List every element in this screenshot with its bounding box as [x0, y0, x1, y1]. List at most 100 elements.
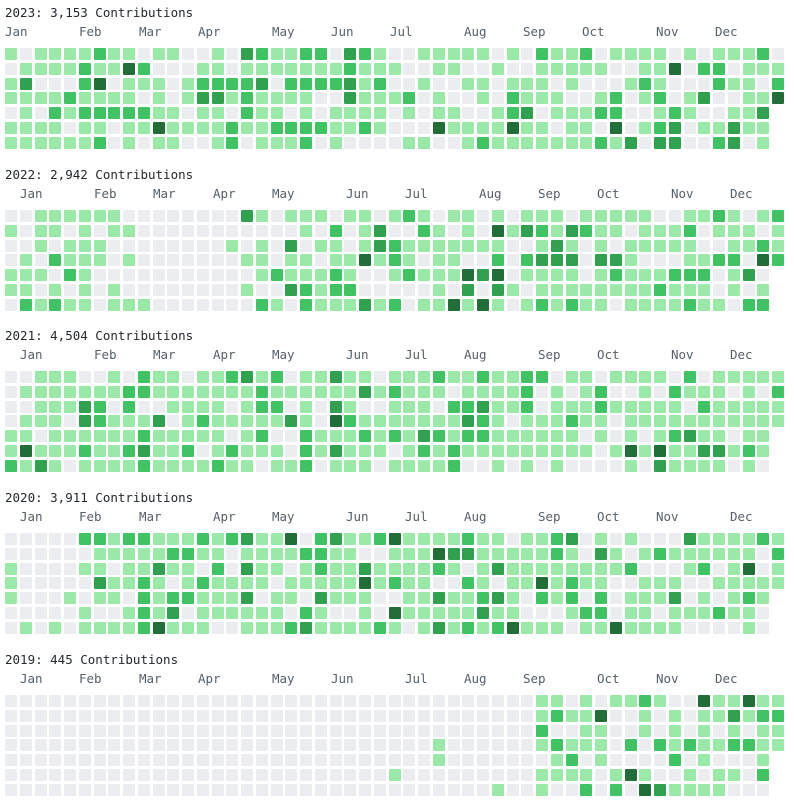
day-cell[interactable] [727, 92, 740, 105]
day-cell[interactable] [418, 562, 430, 575]
day-cell[interactable] [536, 415, 548, 428]
day-cell[interactable] [64, 385, 76, 398]
day-cell[interactable] [49, 754, 62, 766]
day-cell[interactable] [742, 695, 755, 707]
day-cell[interactable] [270, 709, 283, 722]
day-cell[interactable] [270, 385, 283, 398]
day-cell[interactable] [285, 254, 298, 267]
day-cell[interactable] [698, 547, 711, 560]
day-cell[interactable] [432, 621, 445, 634]
day-cell[interactable] [477, 224, 489, 237]
day-cell[interactable] [5, 621, 17, 634]
day-cell[interactable] [123, 533, 135, 545]
day-cell[interactable] [137, 577, 150, 590]
day-cell[interactable] [477, 400, 489, 413]
day-cell[interactable] [742, 444, 755, 457]
day-cell[interactable] [34, 269, 47, 281]
day-cell[interactable] [123, 385, 135, 398]
day-cell[interactable] [727, 621, 740, 634]
day-cell[interactable] [241, 371, 253, 383]
day-cell[interactable] [757, 459, 770, 472]
day-cell[interactable] [639, 224, 652, 237]
day-cell[interactable] [462, 298, 475, 311]
day-cell[interactable] [19, 783, 32, 796]
day-cell[interactable] [211, 430, 224, 442]
day-cell[interactable] [5, 269, 17, 281]
day-cell[interactable] [432, 371, 445, 383]
day-cell[interactable] [757, 754, 770, 766]
day-cell[interactable] [108, 385, 121, 398]
day-cell[interactable] [64, 62, 76, 75]
day-cell[interactable] [550, 768, 563, 781]
day-cell[interactable] [167, 371, 180, 383]
day-cell[interactable] [624, 533, 637, 545]
day-cell[interactable] [64, 739, 76, 752]
day-cell[interactable] [757, 254, 770, 267]
day-cell[interactable] [93, 283, 106, 296]
day-cell[interactable] [241, 48, 253, 60]
day-cell[interactable] [713, 592, 725, 604]
day-cell[interactable] [683, 783, 696, 796]
day-cell[interactable] [182, 606, 194, 619]
day-cell[interactable] [108, 77, 121, 90]
day-cell[interactable] [34, 210, 47, 222]
day-cell[interactable] [34, 415, 47, 428]
day-cell[interactable] [403, 768, 416, 781]
day-cell[interactable] [49, 533, 62, 545]
day-cell[interactable] [270, 400, 283, 413]
day-cell[interactable] [64, 415, 76, 428]
day-cell[interactable] [314, 739, 327, 752]
day-cell[interactable] [108, 121, 121, 134]
day-cell[interactable] [19, 107, 32, 119]
day-cell[interactable] [477, 415, 489, 428]
day-cell[interactable] [34, 606, 47, 619]
day-cell[interactable] [49, 77, 62, 90]
day-cell[interactable] [654, 459, 666, 472]
day-cell[interactable] [64, 695, 76, 707]
day-cell[interactable] [226, 562, 239, 575]
day-cell[interactable] [329, 739, 342, 752]
day-cell[interactable] [668, 592, 681, 604]
day-cell[interactable] [388, 92, 401, 105]
day-cell[interactable] [64, 724, 76, 737]
day-cell[interactable] [683, 430, 696, 442]
day-cell[interactable] [314, 121, 327, 134]
day-cell[interactable] [477, 298, 489, 311]
day-cell[interactable] [565, 400, 578, 413]
day-cell[interactable] [506, 695, 519, 707]
day-cell[interactable] [108, 739, 121, 752]
day-cell[interactable] [639, 768, 652, 781]
day-cell[interactable] [34, 768, 47, 781]
day-cell[interactable] [196, 606, 209, 619]
day-cell[interactable] [432, 783, 445, 796]
day-cell[interactable] [432, 459, 445, 472]
day-cell[interactable] [742, 224, 755, 237]
day-cell[interactable] [270, 210, 283, 222]
day-cell[interactable] [78, 606, 91, 619]
day-cell[interactable] [93, 62, 106, 75]
day-cell[interactable] [639, 739, 652, 752]
day-cell[interactable] [609, 298, 622, 311]
day-cell[interactable] [211, 283, 224, 296]
day-cell[interactable] [432, 385, 445, 398]
day-cell[interactable] [137, 62, 150, 75]
day-cell[interactable] [196, 283, 209, 296]
day-cell[interactable] [727, 283, 740, 296]
day-cell[interactable] [757, 107, 770, 119]
day-cell[interactable] [108, 283, 121, 296]
day-cell[interactable] [19, 400, 32, 413]
day-cell[interactable] [654, 562, 666, 575]
day-cell[interactable] [5, 459, 17, 472]
day-cell[interactable] [241, 298, 253, 311]
day-cell[interactable] [683, 107, 696, 119]
day-cell[interactable] [477, 739, 489, 752]
day-cell[interactable] [388, 224, 401, 237]
day-cell[interactable] [241, 136, 253, 149]
day-cell[interactable] [359, 121, 371, 134]
day-cell[interactable] [462, 709, 475, 722]
day-cell[interactable] [152, 107, 165, 119]
day-cell[interactable] [772, 533, 784, 545]
day-cell[interactable] [683, 210, 696, 222]
day-cell[interactable] [683, 606, 696, 619]
day-cell[interactable] [270, 430, 283, 442]
